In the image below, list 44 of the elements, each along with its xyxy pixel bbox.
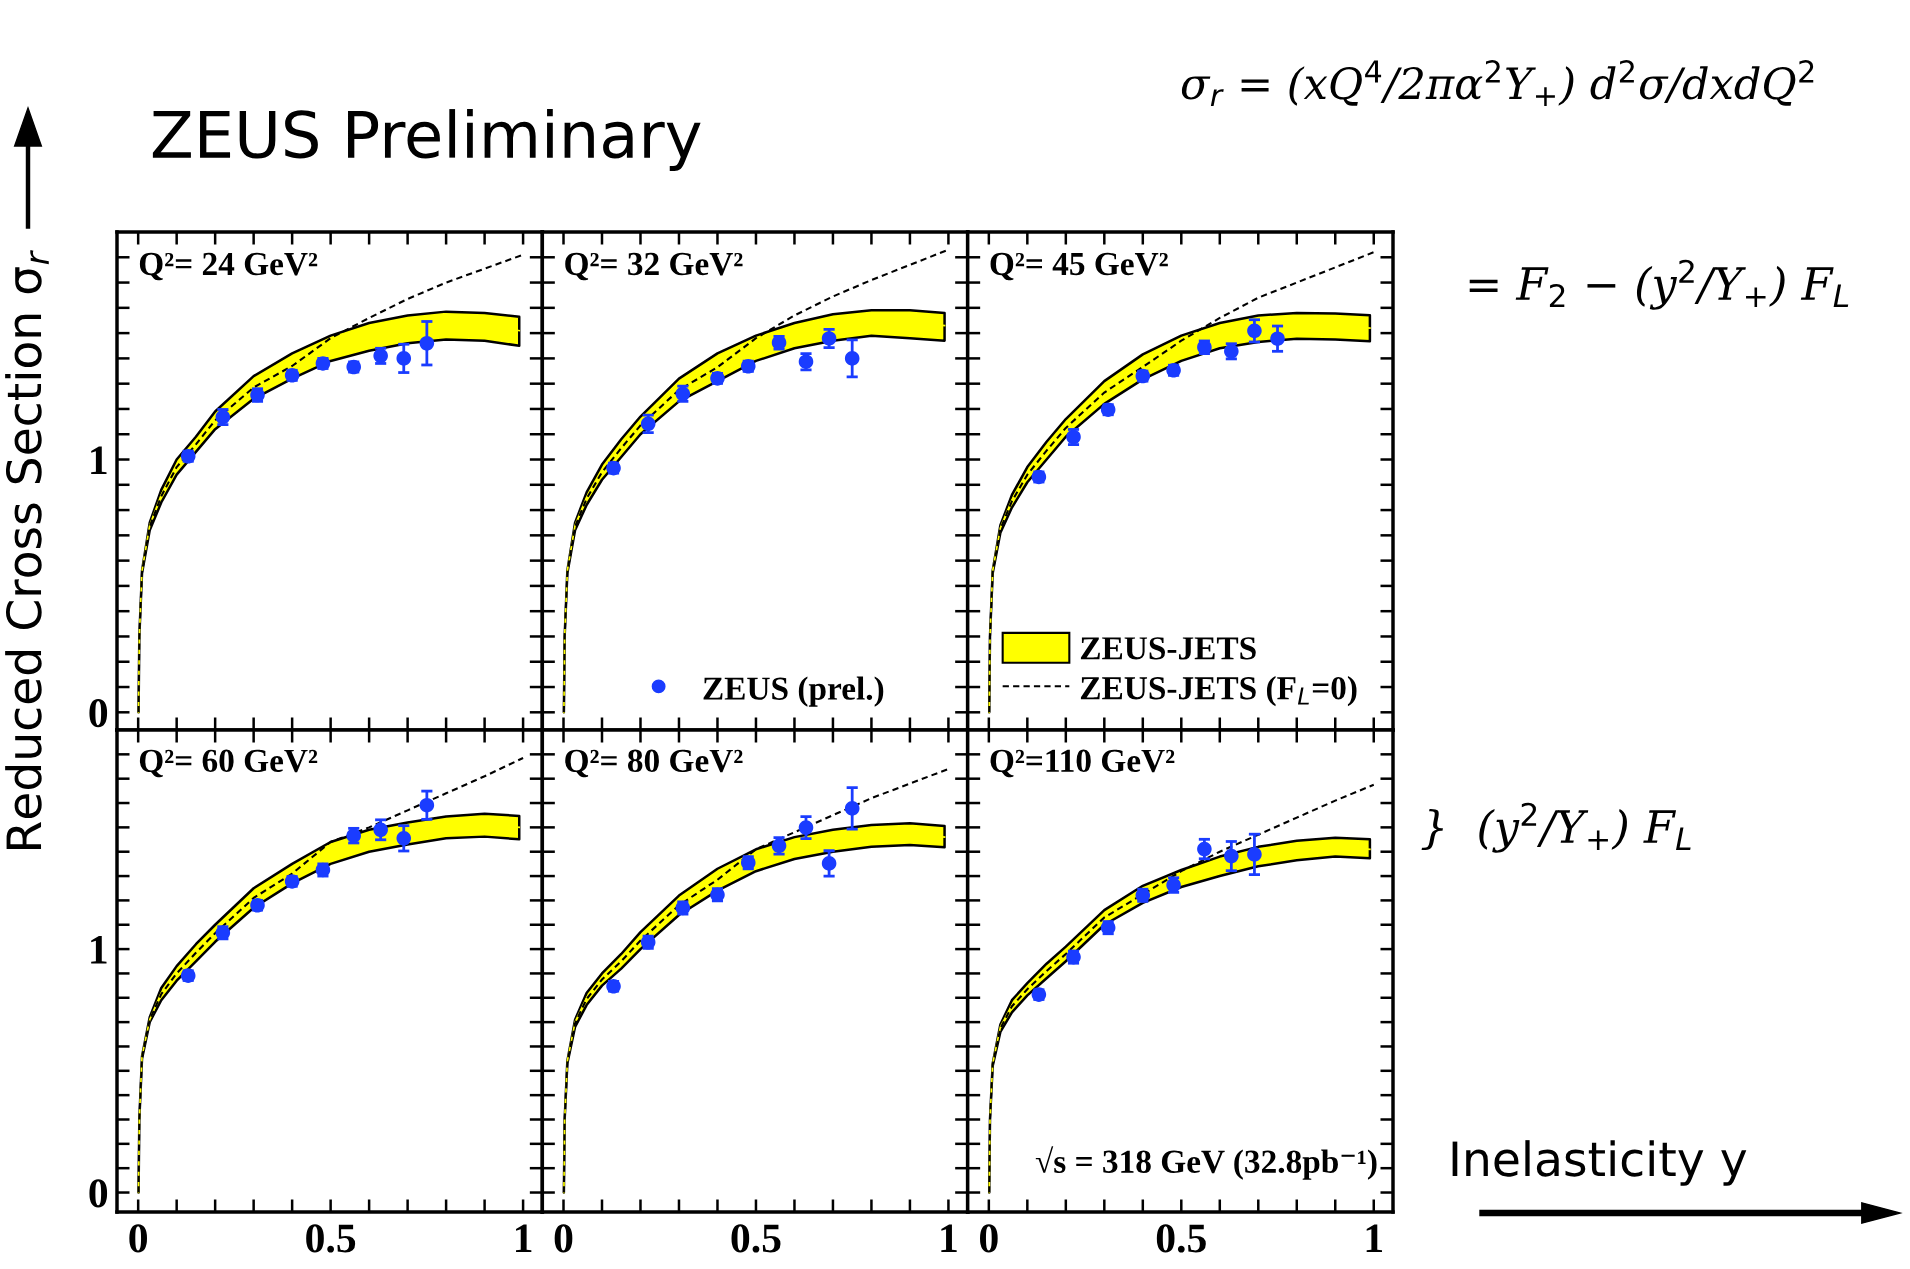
text: } (y$^{2}$/Y$_{+}$) F$_{L}$ — [1421, 802, 1691, 853]
point — [1224, 848, 1239, 864]
x-tick-label: 0 — [554, 1224, 573, 1253]
text: = F$_{2}$ − (y$^{2}$/Y$_{+}$) F$_{L}$ — [1469, 259, 1849, 310]
x-axis-title: Inelasticity y — [1452, 1140, 1747, 1186]
x-tick-label: 1 — [516, 1224, 532, 1253]
point — [419, 797, 435, 813]
point — [1247, 847, 1262, 862]
x-tick-label: 1 — [941, 1224, 957, 1253]
point — [396, 831, 412, 846]
legend-label: ZEUS-JETS — [1080, 637, 1256, 660]
legend-label: ZEUS-JETS (F$_{L}$=0) — [1080, 676, 1357, 707]
point — [419, 335, 435, 351]
point — [821, 856, 837, 871]
x-tick-label: 0 — [980, 1224, 998, 1253]
point — [396, 351, 412, 366]
point — [1270, 331, 1285, 346]
point — [1197, 841, 1212, 857]
x-tick-label: 0.5 — [306, 1224, 356, 1253]
text: Q²= 45 GeV² — [990, 252, 1168, 281]
text: Q²=110 GeV² — [990, 749, 1175, 778]
y-tick-label: 1 — [91, 936, 107, 964]
point — [844, 351, 860, 366]
legend-label: ZEUS (prel.) — [703, 676, 884, 707]
x-tick-label: 0 — [129, 1224, 147, 1253]
annotation: √s = 318 GeV (32.8pb⁻¹) — [1035, 1146, 1377, 1180]
text: ZEUS Preliminary — [152, 109, 701, 171]
x-tick-label: 0.5 — [731, 1224, 781, 1253]
point — [373, 822, 388, 838]
text: Q²= 60 GeV² — [139, 749, 318, 778]
text: σ$_{r}$ = (xQ$^{4}$/2πα$^{2}$Y$_{+}$) d$^{2}$σ/dxdQ$^{2}$ — [1181, 60, 1814, 107]
y-tick-label: 1 — [91, 446, 107, 474]
y-tick-label: 0 — [89, 699, 108, 728]
point — [844, 801, 860, 816]
y-axis-title: Reduced Cross Section σ$_{r}$ — [5, 250, 49, 849]
x-tick-label: 0.5 — [1156, 1224, 1206, 1253]
text: Q²= 32 GeV² — [565, 252, 743, 281]
y-tick-label: 0 — [89, 1179, 108, 1208]
text: Q²= 24 GeV² — [139, 252, 318, 281]
x-tick-label: 1 — [1366, 1224, 1383, 1253]
text: Q²= 80 GeV² — [565, 749, 743, 778]
point — [821, 331, 837, 346]
point — [1247, 323, 1262, 339]
point — [798, 820, 814, 835]
